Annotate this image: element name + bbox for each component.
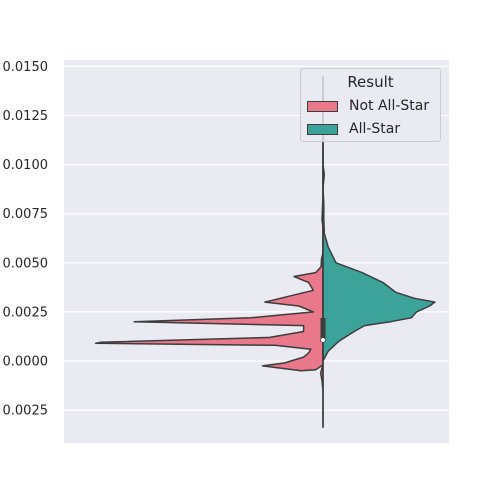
y-tick-label: 0.0075 bbox=[3, 207, 49, 222]
legend-item-all-star: All-Star bbox=[307, 120, 400, 138]
y-tick-label: 0.0025 bbox=[3, 305, 49, 320]
y-tick-label: 0.0100 bbox=[3, 158, 49, 173]
y-tick-label: 0.0150 bbox=[3, 60, 49, 75]
iqr-box bbox=[320, 318, 326, 342]
y-tick-label: 0.0125 bbox=[3, 109, 49, 124]
legend-title: Result bbox=[347, 73, 394, 91]
y-axis-ticks: 0.0025 0.0000 0.0025 0.0050 0.0075 0.0100 0.01… bbox=[3, 60, 49, 419]
legend-label-all-star: All-Star bbox=[349, 121, 401, 137]
y-tick-label: 0.0000 bbox=[3, 355, 49, 370]
y-tick-label: 0.0025 bbox=[3, 404, 49, 419]
median-marker bbox=[321, 338, 325, 342]
legend-label-not-all-star: Not All-Star bbox=[349, 98, 430, 114]
legend-swatch-not-all-star bbox=[307, 100, 338, 112]
legend: Result Not All-Star All-Star bbox=[300, 68, 441, 142]
y-tick-label: 0.0050 bbox=[3, 256, 49, 271]
legend-item-not-all-star: Not All-Star bbox=[307, 97, 429, 115]
legend-swatch-all-star bbox=[307, 123, 338, 135]
